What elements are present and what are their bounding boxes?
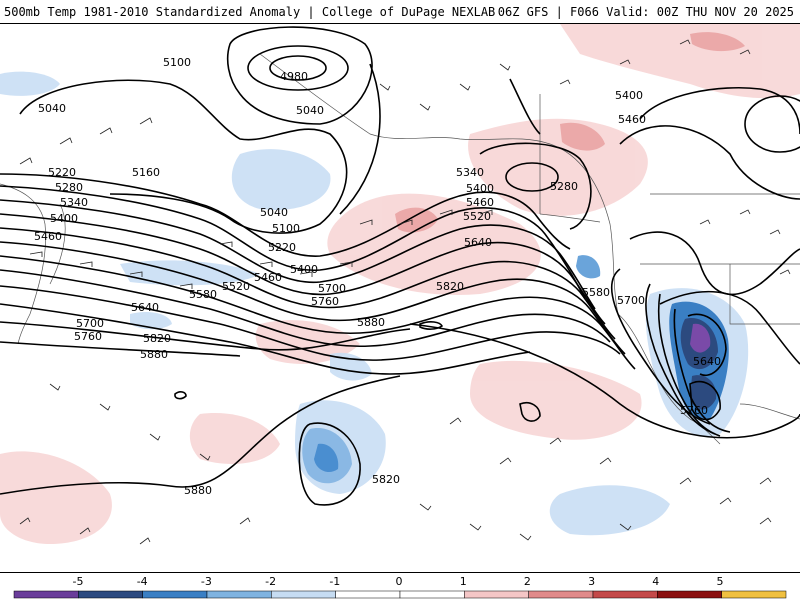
contour-label-5460: 5460 (254, 271, 282, 284)
contour-label-4980: 4980 (280, 70, 308, 83)
contour-label-5880: 5880 (140, 348, 168, 361)
contour-label-5820: 5820 (436, 280, 464, 293)
contour-label-5220: 5220 (48, 166, 76, 179)
strong-cold-anomaly (302, 255, 729, 484)
strong-warm-anomaly (395, 32, 745, 233)
colorbar-swatch (721, 590, 787, 599)
colorbar-swatch (142, 590, 208, 599)
contour-label-5460: 5460 (34, 230, 62, 243)
contour-label-5160: 5160 (132, 166, 160, 179)
contour-label-5400: 5400 (290, 263, 318, 276)
contour-label-5340: 5340 (456, 166, 484, 179)
colorbar-swatch (399, 590, 465, 599)
model-valid-time: 06Z GFS | F066 Valid: 00Z THU NOV 20 202… (497, 5, 794, 19)
contour-label-5400: 5400 (615, 89, 643, 102)
colorbar-swatch (335, 590, 401, 599)
contour-label-5340: 5340 (60, 196, 88, 209)
contour-label-5820: 5820 (143, 332, 171, 345)
header-bar: 500mb Temp 1981-2010 Standardized Anomal… (0, 0, 800, 24)
contour-label-5640: 5640 (131, 301, 159, 314)
contour-label-5520: 5520 (463, 210, 491, 223)
contour-label-5760: 5760 (311, 295, 339, 308)
contour-label-5760: 5760 (680, 404, 708, 417)
colorbar-tick-label: 1 (460, 575, 467, 588)
contour-label-5880: 5880 (357, 316, 385, 329)
contour-label-5460: 5460 (466, 196, 494, 209)
contour-label-5040: 5040 (296, 104, 324, 117)
colorbar-swatch (592, 590, 658, 599)
contour-label-5580: 5580 (582, 286, 610, 299)
colorbar-tick-label: 0 (396, 575, 403, 588)
contour-label-5580: 5580 (189, 288, 217, 301)
colorbar-swatch (271, 590, 336, 599)
colorbar-swatch (78, 590, 143, 599)
contour-label-5640: 5640 (693, 355, 721, 368)
coastlines (0, 53, 800, 445)
contour-label-5700: 5700 (76, 317, 104, 330)
contour-label-5100: 5100 (272, 222, 300, 235)
height-contours (0, 26, 800, 506)
map-title: 500mb Temp 1981-2010 Standardized Anomal… (4, 5, 496, 19)
colorbar-tick-label: -1 (329, 575, 340, 588)
contour-label-5280: 5280 (550, 180, 578, 193)
contour-label-5640: 5640 (464, 236, 492, 249)
colorbar-tick-label: 4 (652, 575, 659, 588)
contour-label-5760: 5760 (74, 330, 102, 343)
colorbar-tick-label: 3 (588, 575, 595, 588)
colorbar-tick-label: 2 (524, 575, 531, 588)
contour-label-5700: 5700 (617, 294, 645, 307)
contour-label-5040: 5040 (38, 102, 66, 115)
colorbar-swatch (464, 590, 529, 599)
contour-label-5700: 5700 (318, 282, 346, 295)
colorbar-tick-label: -5 (73, 575, 84, 588)
contour-label-5880: 5880 (184, 484, 212, 497)
contour-label-5100: 5100 (163, 56, 191, 69)
colorbar: -5 -4 -3 -2 -1 0 1 2 3 4 5 (0, 572, 800, 600)
colorbar-tick-label: -4 (137, 575, 148, 588)
wind-barbs (19, 39, 791, 545)
colorbar-swatch (528, 590, 594, 599)
contour-label-5460: 5460 (618, 113, 646, 126)
contour-label-5520: 5520 (222, 280, 250, 293)
anomaly-map: 4980 5040 5040 5040 5100 5100 5160 5220 … (0, 24, 800, 572)
colorbar-swatches (13, 590, 787, 599)
colorbar-tick-label: 5 (717, 575, 724, 588)
contour-label-5400: 5400 (466, 182, 494, 195)
colorbar-swatch (13, 590, 79, 599)
colorbar-tick-label: -3 (201, 575, 212, 588)
contour-label-5220: 5220 (268, 241, 296, 254)
contour-label-5400: 5400 (50, 212, 78, 225)
contour-labels: 4980 5040 5040 5040 5100 5100 5160 5220 … (34, 56, 721, 497)
colorbar-tick-label: -2 (265, 575, 276, 588)
contour-label-5820: 5820 (372, 473, 400, 486)
colorbar-swatch (206, 590, 272, 599)
colorbar-ticks: -5 -4 -3 -2 -1 0 1 2 3 4 5 (73, 575, 724, 588)
contour-label-5040: 5040 (260, 206, 288, 219)
contour-label-5280: 5280 (55, 181, 83, 194)
colorbar-swatch (657, 590, 722, 599)
